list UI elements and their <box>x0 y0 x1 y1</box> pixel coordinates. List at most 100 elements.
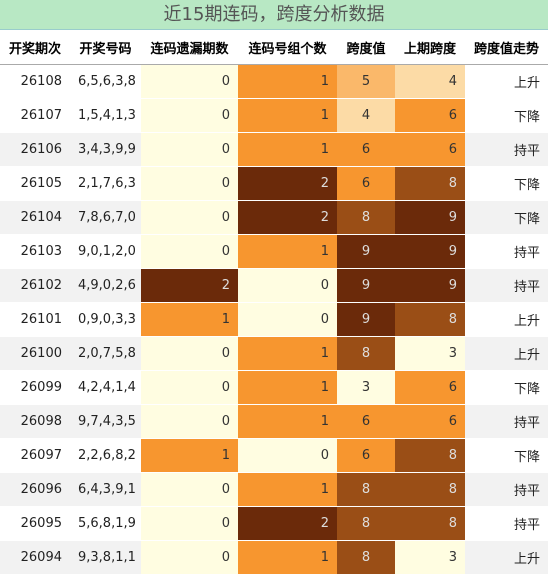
table-cell: 6 <box>337 404 395 439</box>
table-cell: 1 <box>238 132 337 167</box>
table-cell: 5,6,8,1,9 <box>70 506 141 541</box>
table-cell: 4 <box>395 64 465 99</box>
table-cell: 1 <box>238 404 337 439</box>
column-header: 上期跨度 <box>395 30 465 65</box>
table-cell: 0 <box>141 506 238 541</box>
header-row: 开奖期次 开奖号码 连码遗漏期数 连码号组个数 跨度值 上期跨度 跨度值走势 <box>0 30 548 65</box>
table-cell: 2 <box>238 506 337 541</box>
table-cell: 6 <box>337 166 395 201</box>
column-header: 开奖期次 <box>0 30 70 65</box>
table-cell: 26102 <box>0 268 70 303</box>
table-row: 26100 2,0,7,5,8 0 1 8 3 上升 <box>0 336 548 371</box>
table-cell: 持平 <box>465 472 548 507</box>
table-cell: 1 <box>238 540 337 575</box>
table-cell: 6 <box>395 370 465 405</box>
table-cell: 26095 <box>0 506 70 541</box>
table-row: 26103 9,0,1,2,0 0 1 9 9 持平 <box>0 234 548 269</box>
table-cell: 6 <box>337 438 395 473</box>
table-cell: 8 <box>337 336 395 371</box>
table-cell: 持平 <box>465 268 548 303</box>
table-row: 26102 4,9,0,2,6 2 0 9 9 持平 <box>0 268 548 303</box>
table-cell: 9 <box>395 234 465 269</box>
table-cell: 持平 <box>465 132 548 167</box>
table-cell: 26101 <box>0 302 70 337</box>
table-cell: 26094 <box>0 540 70 575</box>
table-cell: 1 <box>238 98 337 133</box>
table-row: 26105 2,1,7,6,3 0 2 6 8 下降 <box>0 166 548 201</box>
table-cell: 2 <box>141 268 238 303</box>
table-cell: 6,4,3,9,1 <box>70 472 141 507</box>
table-cell: 上升 <box>465 540 548 575</box>
table-cell: 1 <box>141 438 238 473</box>
table-cell: 下降 <box>465 370 548 405</box>
table-cell: 2 <box>238 166 337 201</box>
table-cell: 0 <box>141 370 238 405</box>
table-cell: 4,2,4,1,4 <box>70 370 141 405</box>
table-cell: 9 <box>395 200 465 235</box>
table-cell: 0 <box>141 336 238 371</box>
table-cell: 0 <box>238 438 337 473</box>
table-cell: 9,7,4,3,5 <box>70 404 141 439</box>
column-header: 连码号组个数 <box>238 30 337 65</box>
table-cell: 26106 <box>0 132 70 167</box>
table-cell: 8 <box>337 472 395 507</box>
table-cell: 0 <box>141 472 238 507</box>
table-cell: 0 <box>141 166 238 201</box>
table-cell: 0 <box>141 98 238 133</box>
table-cell: 9 <box>337 268 395 303</box>
table-cell: 上升 <box>465 336 548 371</box>
table-cell: 持平 <box>465 404 548 439</box>
table-cell: 0 <box>141 234 238 269</box>
table-cell: 0 <box>141 132 238 167</box>
table-cell: 6 <box>395 98 465 133</box>
table-cell: 26100 <box>0 336 70 371</box>
table-cell: 8 <box>337 506 395 541</box>
table-cell: 26096 <box>0 472 70 507</box>
table-row: 26104 7,8,6,7,0 0 2 8 9 下降 <box>0 200 548 235</box>
table-cell: 6 <box>395 132 465 167</box>
table-row: 26101 0,9,0,3,3 1 0 9 8 上升 <box>0 302 548 337</box>
table: 开奖期次 开奖号码 连码遗漏期数 连码号组个数 跨度值 上期跨度 跨度值走势 26108 6,… <box>0 30 548 575</box>
table-cell: 8 <box>337 540 395 575</box>
table-cell: 9 <box>337 234 395 269</box>
table-cell: 26098 <box>0 404 70 439</box>
table-cell: 26105 <box>0 166 70 201</box>
table-cell: 1 <box>141 302 238 337</box>
table-cell: 下降 <box>465 200 548 235</box>
table-cell: 1 <box>238 472 337 507</box>
table-body: 26108 6,5,6,3,8 0 1 5 4 上升 26107 1,5,4,1,3 0 1 4 6 下降… <box>0 64 548 575</box>
table-cell: 0 <box>238 302 337 337</box>
table-cell: 0 <box>141 404 238 439</box>
table-cell: 1,5,4,1,3 <box>70 98 141 133</box>
table-cell: 9 <box>395 268 465 303</box>
table-cell: 1 <box>238 370 337 405</box>
table-cell: 9,3,8,1,1 <box>70 540 141 575</box>
table-cell: 26097 <box>0 438 70 473</box>
table-cell: 8 <box>395 166 465 201</box>
table-cell: 26103 <box>0 234 70 269</box>
table-cell: 6 <box>337 132 395 167</box>
column-header: 跨度值走势 <box>465 30 548 65</box>
table-cell: 3 <box>395 540 465 575</box>
table-cell: 下降 <box>465 166 548 201</box>
table-cell: 26107 <box>0 98 70 133</box>
table-cell: 持平 <box>465 506 548 541</box>
table-cell: 7,8,6,7,0 <box>70 200 141 235</box>
table-row: 26098 9,7,4,3,5 0 1 6 6 持平 <box>0 404 548 439</box>
table-cell: 2,1,7,6,3 <box>70 166 141 201</box>
table-cell: 0 <box>141 64 238 99</box>
table-cell: 0 <box>141 200 238 235</box>
table-cell: 8 <box>395 472 465 507</box>
table-cell: 1 <box>238 64 337 99</box>
table-cell: 持平 <box>465 234 548 269</box>
table-cell: 8 <box>395 506 465 541</box>
table-cell: 5 <box>337 64 395 99</box>
table-cell: 上升 <box>465 302 548 337</box>
table-cell: 2,2,6,8,2 <box>70 438 141 473</box>
title: 近15期连码，跨度分析数据 <box>0 0 548 30</box>
table-row: 26106 3,4,3,9,9 0 1 6 6 持平 <box>0 132 548 167</box>
table-cell: 26099 <box>0 370 70 405</box>
table-cell: 4,9,0,2,6 <box>70 268 141 303</box>
table-cell: 26104 <box>0 200 70 235</box>
